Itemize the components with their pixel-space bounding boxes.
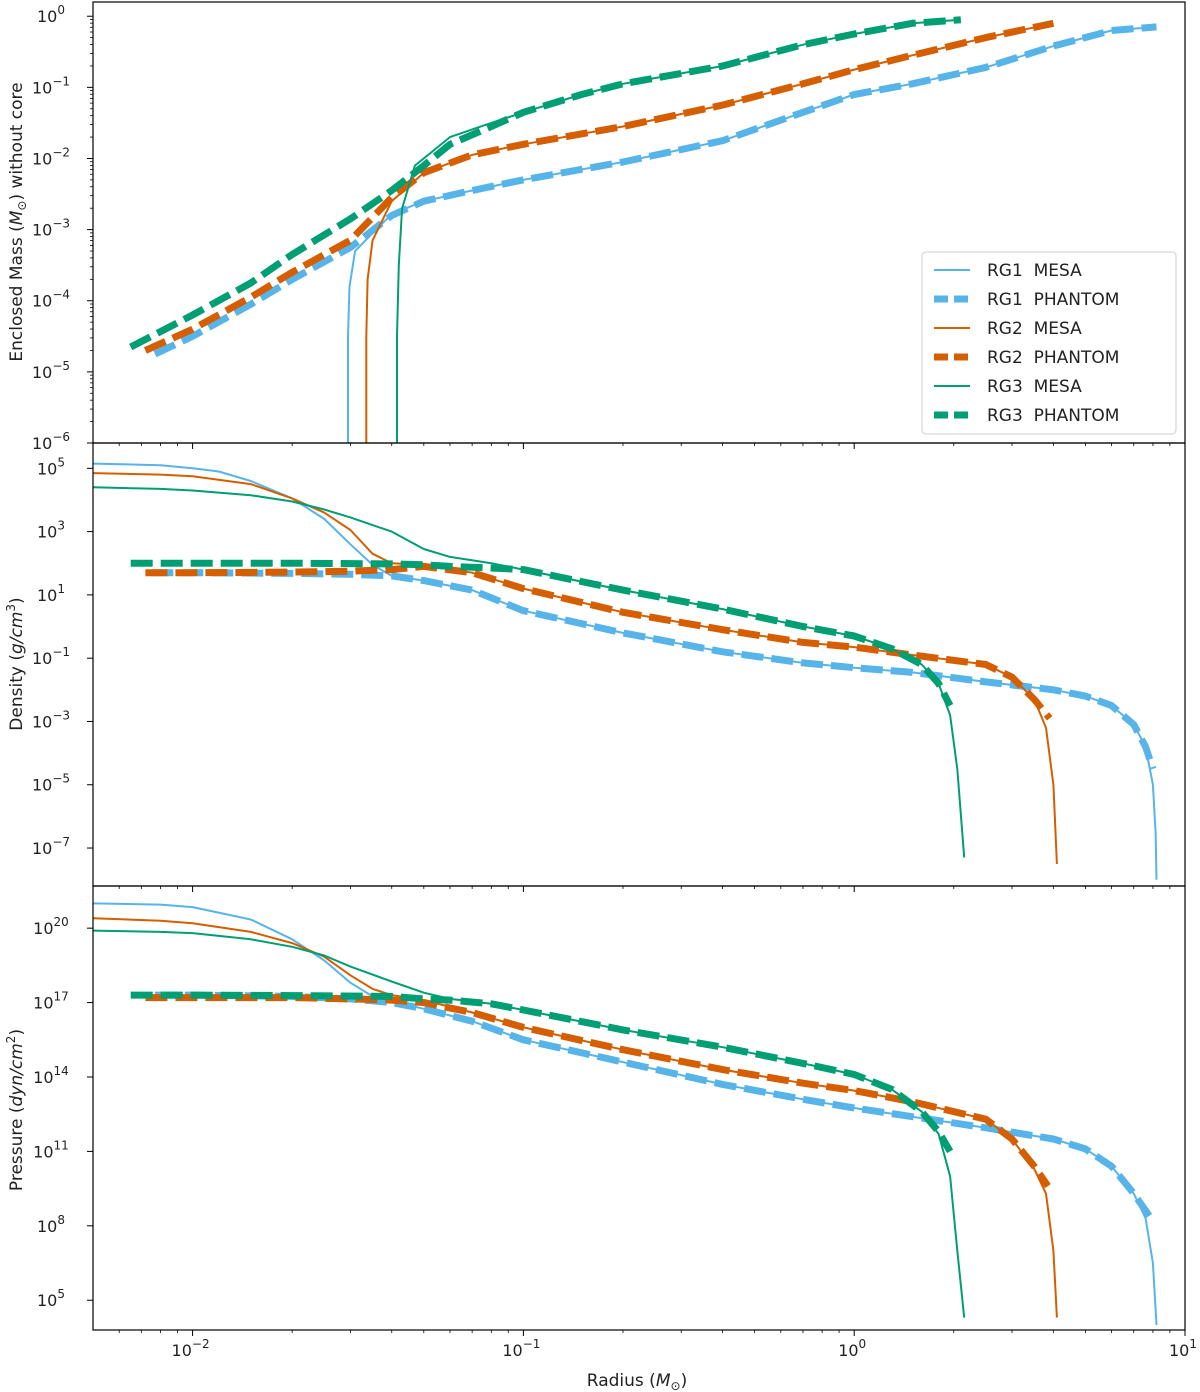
panel-enclosed-mass: 100 10−1 10−2 10−3 10−4 10−5 10−6: [32, 1, 1186, 453]
ytick-label: 10−7: [32, 835, 70, 858]
ytick-label: 10−1: [32, 74, 70, 97]
series-rg3-mesa: [396, 18, 961, 443]
ytick-label: 108: [37, 1213, 65, 1236]
series-rg2-phantom: [145, 562, 1053, 721]
ytick-label: 100: [37, 3, 65, 26]
ylabel-density: Density (g/cm3): [4, 597, 27, 730]
legend-label: RG1 PHANTOM: [987, 290, 1119, 310]
ytick-label: 1014: [33, 1064, 69, 1087]
ytick-label: 1011: [33, 1138, 69, 1161]
ytick-label: 1017: [33, 990, 69, 1013]
ytick-label: 10−6: [32, 430, 70, 453]
legend-label: RG2 PHANTOM: [987, 348, 1119, 368]
legend-label: RG2 MESA: [987, 319, 1082, 339]
series-rg1-phantom: [155, 991, 1153, 1218]
series-rg3-phantom: [130, 559, 954, 708]
panel-density: 105 103 101 10−1 10−3 10−5 10−7: [32, 442, 1186, 892]
xlabel: Radius (M⊙): [587, 1371, 687, 1392]
panel-frame: [92, 442, 1186, 887]
series-rg3-phantom: [129, 16, 962, 351]
legend-label: RG3 MESA: [987, 377, 1082, 397]
ytick-label: 105: [37, 455, 65, 478]
ylabel-pressure: Pressure (dyn/cm2): [4, 1029, 27, 1191]
series-rg3-phantom: [130, 991, 954, 1154]
series-group-pressure: [93, 902, 1158, 1326]
legend-frame: [921, 251, 1177, 435]
ytick-label: 10−5: [32, 772, 70, 795]
ytick-label: 10−3: [32, 217, 70, 240]
xtick-label: 100: [838, 1337, 866, 1360]
panel-pressure: 1020 1017 1014 1011 108 105: [33, 885, 1186, 1336]
series-rg2-mesa: [93, 472, 1058, 864]
series-rg1-mesa: [93, 902, 1158, 1326]
series-rg1-mesa: [93, 462, 1158, 880]
ytick-label: 103: [37, 519, 65, 542]
x-tick-labels: 10−2 10−1 100 101: [172, 1337, 1197, 1360]
ytick-label: 10−4: [32, 288, 70, 311]
series-group-enclosed-mass: [129, 16, 1157, 443]
legend-label: RG1 MESA: [987, 261, 1082, 281]
ytick-label: 101: [37, 582, 65, 605]
ytick-label: 1020: [33, 915, 69, 938]
ytick-label: 10−5: [32, 359, 70, 382]
series-rg1-phantom: [153, 23, 1157, 358]
series-rg3-mesa: [93, 486, 966, 858]
ytick-label: 10−2: [32, 145, 70, 168]
ylabel-enclosed-mass: Enclosed Mass (M⊙) without core: [7, 82, 29, 361]
series-rg2-phantom: [143, 19, 1055, 354]
xtick-label: 10−2: [172, 1337, 210, 1360]
legend: RG1 MESA RG1 PHANTOM RG2 MESA RG2 PHANTOM RG…: [921, 251, 1177, 435]
ytick-label: 10−1: [32, 645, 70, 668]
series-rg3-mesa: [93, 929, 966, 1318]
xtick-label: 101: [1169, 1337, 1197, 1360]
series-group-density: [93, 462, 1158, 880]
legend-label: RG3 PHANTOM: [987, 406, 1119, 426]
panel-frame: [92, 885, 1186, 1331]
ytick-label: 105: [37, 1287, 65, 1310]
series-rg1-phantom: [151, 569, 1157, 770]
xtick-label: 10−1: [502, 1337, 540, 1360]
ytick-label: 10−3: [32, 708, 70, 731]
